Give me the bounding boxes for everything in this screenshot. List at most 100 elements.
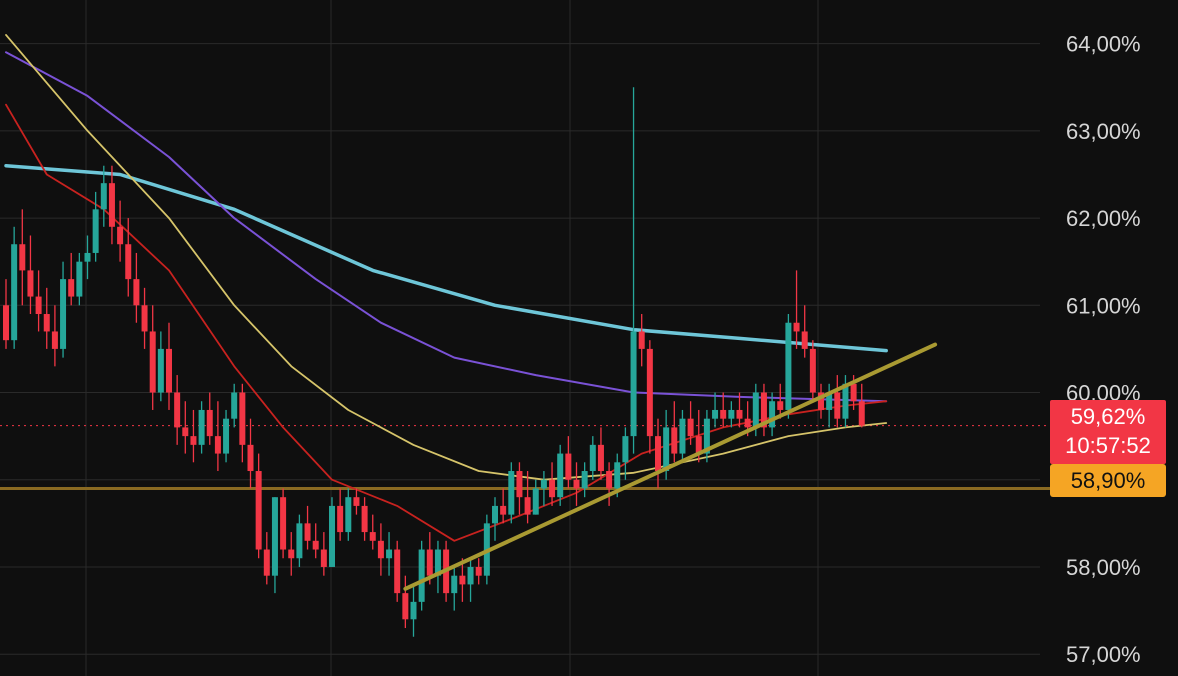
candle-body (182, 427, 189, 437)
candle (475, 558, 482, 585)
candle-body (141, 305, 148, 332)
candle-body (646, 348, 653, 437)
candle (581, 462, 588, 498)
candle (769, 392, 776, 437)
candle-body (500, 505, 507, 515)
candle (679, 409, 686, 463)
candle (557, 444, 564, 506)
moving-average-line-3 (5, 34, 888, 481)
candle-body (206, 409, 213, 437)
candle (451, 566, 458, 611)
candle (793, 270, 800, 349)
candle (565, 436, 572, 489)
candle-body (597, 444, 604, 472)
candle (100, 165, 107, 227)
candle-body (157, 348, 164, 393)
candle-body (353, 497, 360, 506)
candle (35, 270, 42, 332)
candle (386, 532, 393, 576)
y-tick-label: 58,00% (1066, 555, 1141, 580)
candle-body (744, 418, 751, 428)
candle-body (549, 479, 556, 498)
candle (84, 235, 91, 280)
candle-body (377, 540, 384, 559)
candle-body (361, 505, 368, 533)
candle (174, 375, 181, 445)
candle-body (695, 436, 702, 454)
candle (141, 287, 148, 349)
candle (736, 392, 743, 428)
candle (353, 488, 360, 515)
candle (826, 383, 833, 428)
candle-body (777, 401, 784, 410)
candle (125, 218, 132, 297)
candle (149, 305, 156, 410)
candle-body (736, 409, 743, 419)
candle (329, 497, 335, 567)
candle (549, 462, 556, 506)
candle-body (386, 549, 393, 559)
candle-body (614, 462, 621, 489)
candle-body (712, 409, 719, 419)
candle-body (133, 279, 140, 306)
candle-body (426, 549, 433, 576)
trendline[interactable] (403, 342, 938, 591)
candle-body (296, 523, 303, 559)
candle-body (728, 409, 735, 419)
candle-body (68, 279, 75, 297)
candle-body (622, 436, 629, 463)
candle (280, 488, 287, 559)
candle-body (459, 575, 466, 585)
moving-average-line-2 (5, 51, 888, 403)
candle (573, 462, 580, 506)
y-tick-label: 61,00% (1066, 293, 1141, 318)
candle (247, 418, 254, 489)
candle-body (752, 392, 759, 428)
trendline-segment (403, 342, 938, 591)
candle-body (280, 497, 287, 550)
candle-body (524, 497, 531, 515)
candle-body (630, 331, 637, 437)
candle (434, 540, 441, 594)
candle-body (3, 305, 9, 341)
candle (3, 279, 9, 349)
candle-body (508, 471, 515, 515)
candle-body (687, 418, 694, 437)
candle-body (223, 418, 230, 454)
candle-body (329, 505, 335, 567)
candle-body (100, 183, 107, 210)
candle-body (394, 549, 401, 594)
candle (818, 383, 824, 419)
candle (655, 418, 661, 489)
candle (19, 209, 26, 306)
candle (296, 514, 303, 567)
y-tick-label: 62,00% (1066, 206, 1141, 231)
candle (214, 401, 221, 472)
candle (198, 401, 205, 454)
candle-body (573, 479, 580, 489)
candle (43, 287, 50, 349)
candle (92, 191, 99, 262)
candle (271, 497, 278, 594)
candle-body (166, 348, 172, 393)
candle (712, 392, 719, 428)
candle-body (663, 427, 670, 472)
candle-body (418, 549, 425, 602)
candle (410, 584, 417, 637)
candle-body (35, 296, 42, 315)
candle (223, 409, 230, 463)
candle-body (231, 392, 238, 419)
candle (459, 558, 466, 602)
candle-body (475, 566, 482, 576)
candle-body (769, 401, 776, 428)
moving-average-line-1 (4, 163, 888, 353)
candle-body (288, 549, 295, 559)
candle-body (60, 279, 67, 349)
candle (597, 427, 604, 480)
candle-body (793, 322, 800, 332)
candle (671, 401, 678, 463)
candle (394, 540, 401, 602)
candle-body (785, 322, 792, 410)
